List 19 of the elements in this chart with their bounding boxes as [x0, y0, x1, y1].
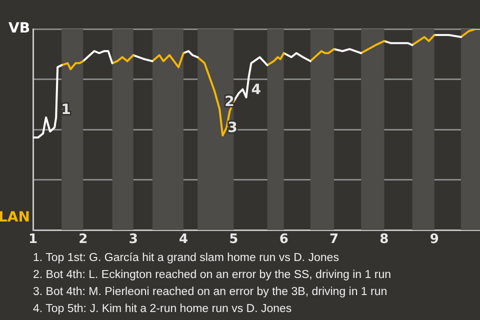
x-tick-label: 2 [78, 232, 88, 248]
x-tick-label: 5 [229, 232, 238, 248]
text: 4. Top 5th: J. Kim hit a 2-run home run vs D. Jones [33, 302, 293, 317]
text: VB [8, 20, 30, 37]
x-tick-label: 7 [329, 232, 339, 248]
annotation: 3 [228, 120, 238, 136]
x-tick-label: 4 [178, 232, 188, 248]
x-tick-label: 9 [430, 232, 439, 248]
x-tick-label: 3 [128, 232, 138, 248]
x-tick-label: 6 [279, 232, 288, 248]
text: 2. Bot 4th: L. Eckington reached on an error by the SS, driving in 1 run [33, 268, 392, 283]
x-tick-label: 1 [28, 232, 38, 248]
text: LAN [0, 210, 30, 226]
x-tick-label: 8 [380, 232, 389, 248]
annotation: 2 [224, 94, 234, 110]
text: 1. Top 1st: G. García hit a grand slam home run vs D. Jones [33, 251, 340, 266]
annotation: 1 [61, 102, 71, 118]
text: 3. Bot 4th: M. Pierleoni reached on an error by the 3B, driving in 1 run [33, 285, 388, 300]
annotation: 4 [251, 82, 262, 98]
